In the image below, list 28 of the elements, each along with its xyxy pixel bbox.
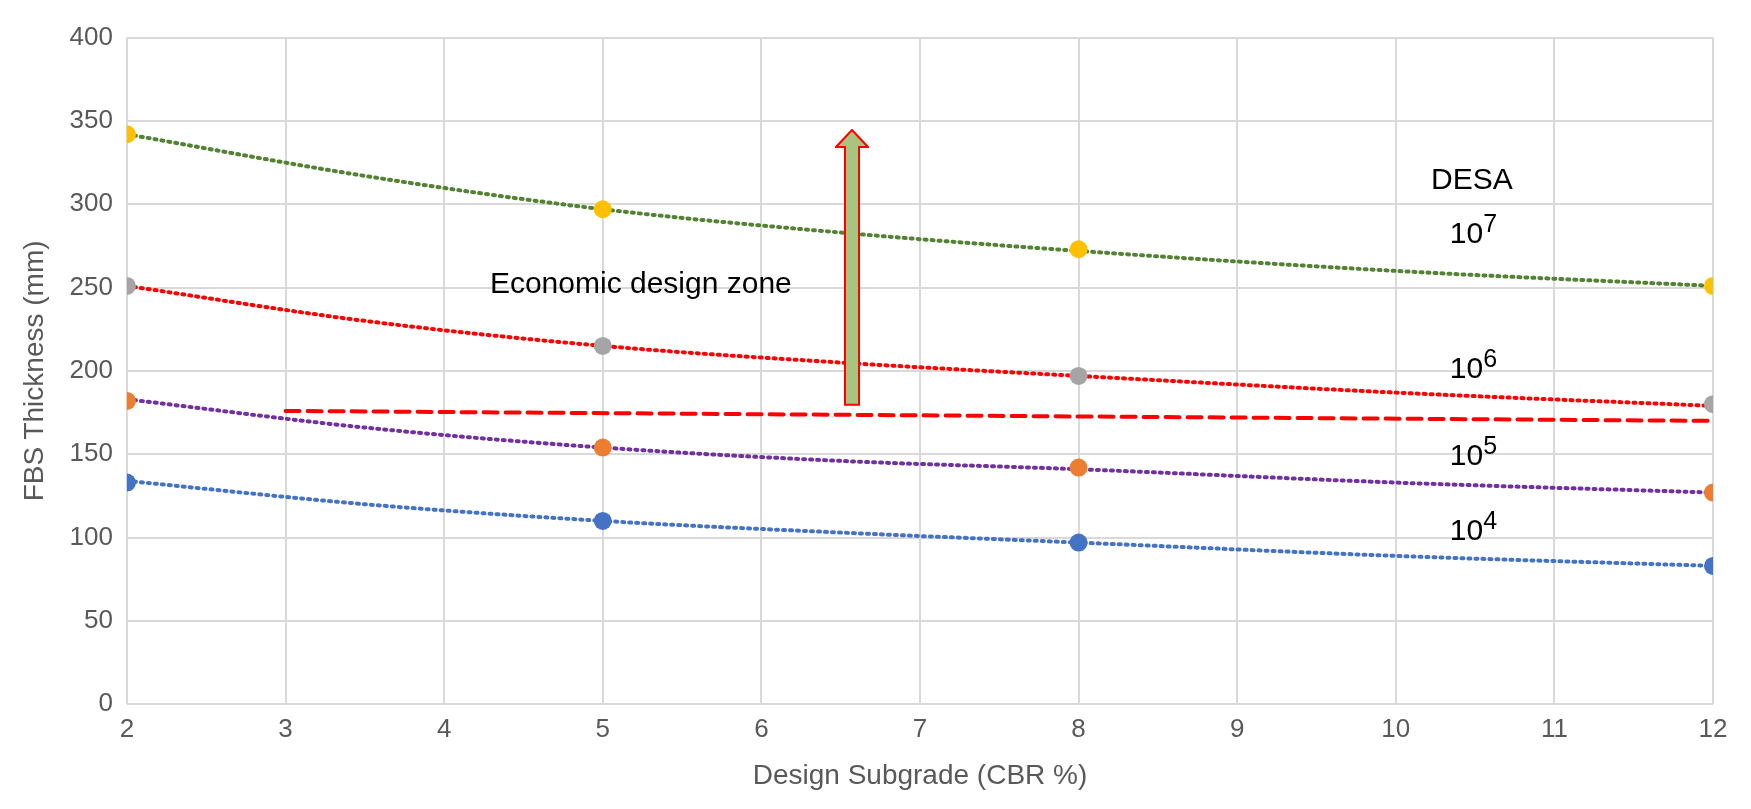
- x-tick-label: 6: [754, 712, 769, 743]
- x-tick-label: 7: [912, 712, 928, 743]
- annotation: DESA: [1431, 162, 1513, 196]
- y-tick-label: 250: [69, 270, 113, 301]
- annotation: 10$^{5}$: [1449, 430, 1498, 471]
- annotation: 10$^{7}$: [1449, 208, 1498, 249]
- annotation: 10$^{6}$: [1449, 343, 1498, 384]
- x-tick-label: 8: [1071, 712, 1086, 743]
- y-axis-title: FBS Thickness (mm): [17, 240, 49, 502]
- y-tick-label: 0: [98, 687, 113, 718]
- y-tick-label: 400: [69, 20, 113, 51]
- x-tick-label: 12: [1698, 712, 1728, 743]
- y-tick-label: 50: [84, 604, 113, 635]
- x-tick-label: 3: [278, 712, 293, 743]
- y-tick-label: 150: [69, 437, 113, 468]
- x-tick-label: 11: [1540, 712, 1568, 743]
- x-axis-title: Design Subgrade (CBR %): [752, 758, 1088, 790]
- x-tick-label: 2: [119, 712, 135, 743]
- annotation: Economic design zone: [489, 265, 792, 299]
- x-tick-label: 4: [436, 712, 452, 743]
- x-tick-label: 9: [1229, 712, 1245, 743]
- y-tick-label: 300: [69, 187, 113, 218]
- annotation: 10$^{4}$: [1449, 505, 1498, 546]
- x-tick-label: 5: [595, 712, 611, 743]
- y-tick-label: 200: [69, 354, 113, 385]
- y-tick-label: 100: [69, 520, 113, 551]
- x-tick-label: 10: [1381, 712, 1411, 743]
- y-tick-label: 350: [69, 104, 113, 135]
